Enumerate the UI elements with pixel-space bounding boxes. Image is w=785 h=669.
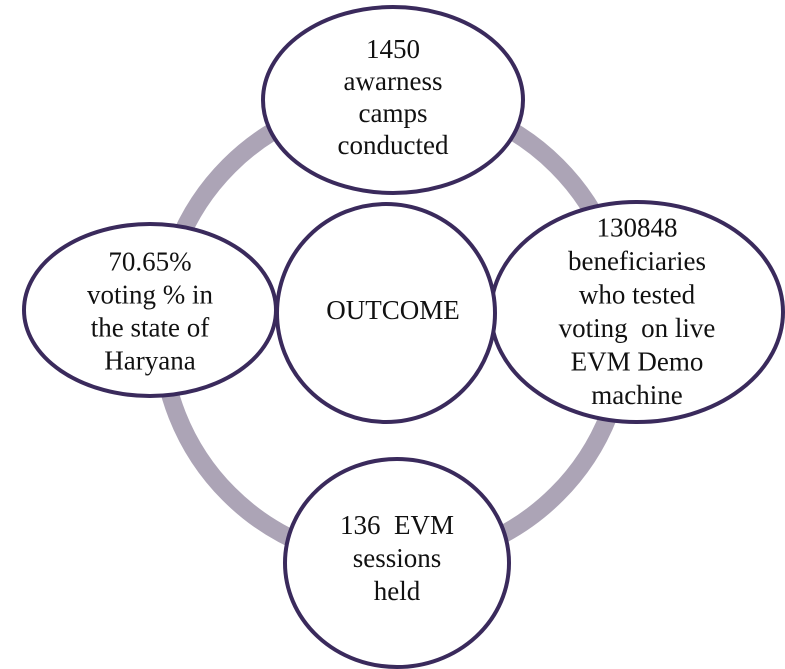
node-center — [275, 202, 497, 424]
node-bottom — [283, 457, 511, 669]
node-text-line: sessions — [353, 543, 442, 573]
center-label: OUTCOME — [326, 295, 460, 325]
node-text-line: 136 EVM — [340, 510, 454, 540]
node-text-line: beneficiaries — [568, 246, 706, 276]
node-text-line: held — [374, 576, 421, 606]
node-text-line: who tested — [579, 279, 696, 309]
node-text-line: the state of — [91, 313, 209, 343]
node-text-line: conducted — [338, 130, 449, 160]
node-text-line: machine — [591, 380, 682, 410]
node-text-line: camps — [359, 98, 428, 128]
node-text-line: voting % in — [87, 280, 213, 310]
node-text-line: awarness — [344, 66, 443, 96]
node-text-line: voting on live — [559, 313, 716, 343]
node-text-line: 70.65% — [108, 247, 191, 277]
node-top — [261, 5, 525, 195]
node-text-line: EVM Demo — [571, 346, 704, 376]
node-text-line: 1450 — [366, 34, 420, 64]
node-text-line: Haryana — [104, 346, 195, 376]
node-text-line: 130848 — [597, 212, 678, 242]
